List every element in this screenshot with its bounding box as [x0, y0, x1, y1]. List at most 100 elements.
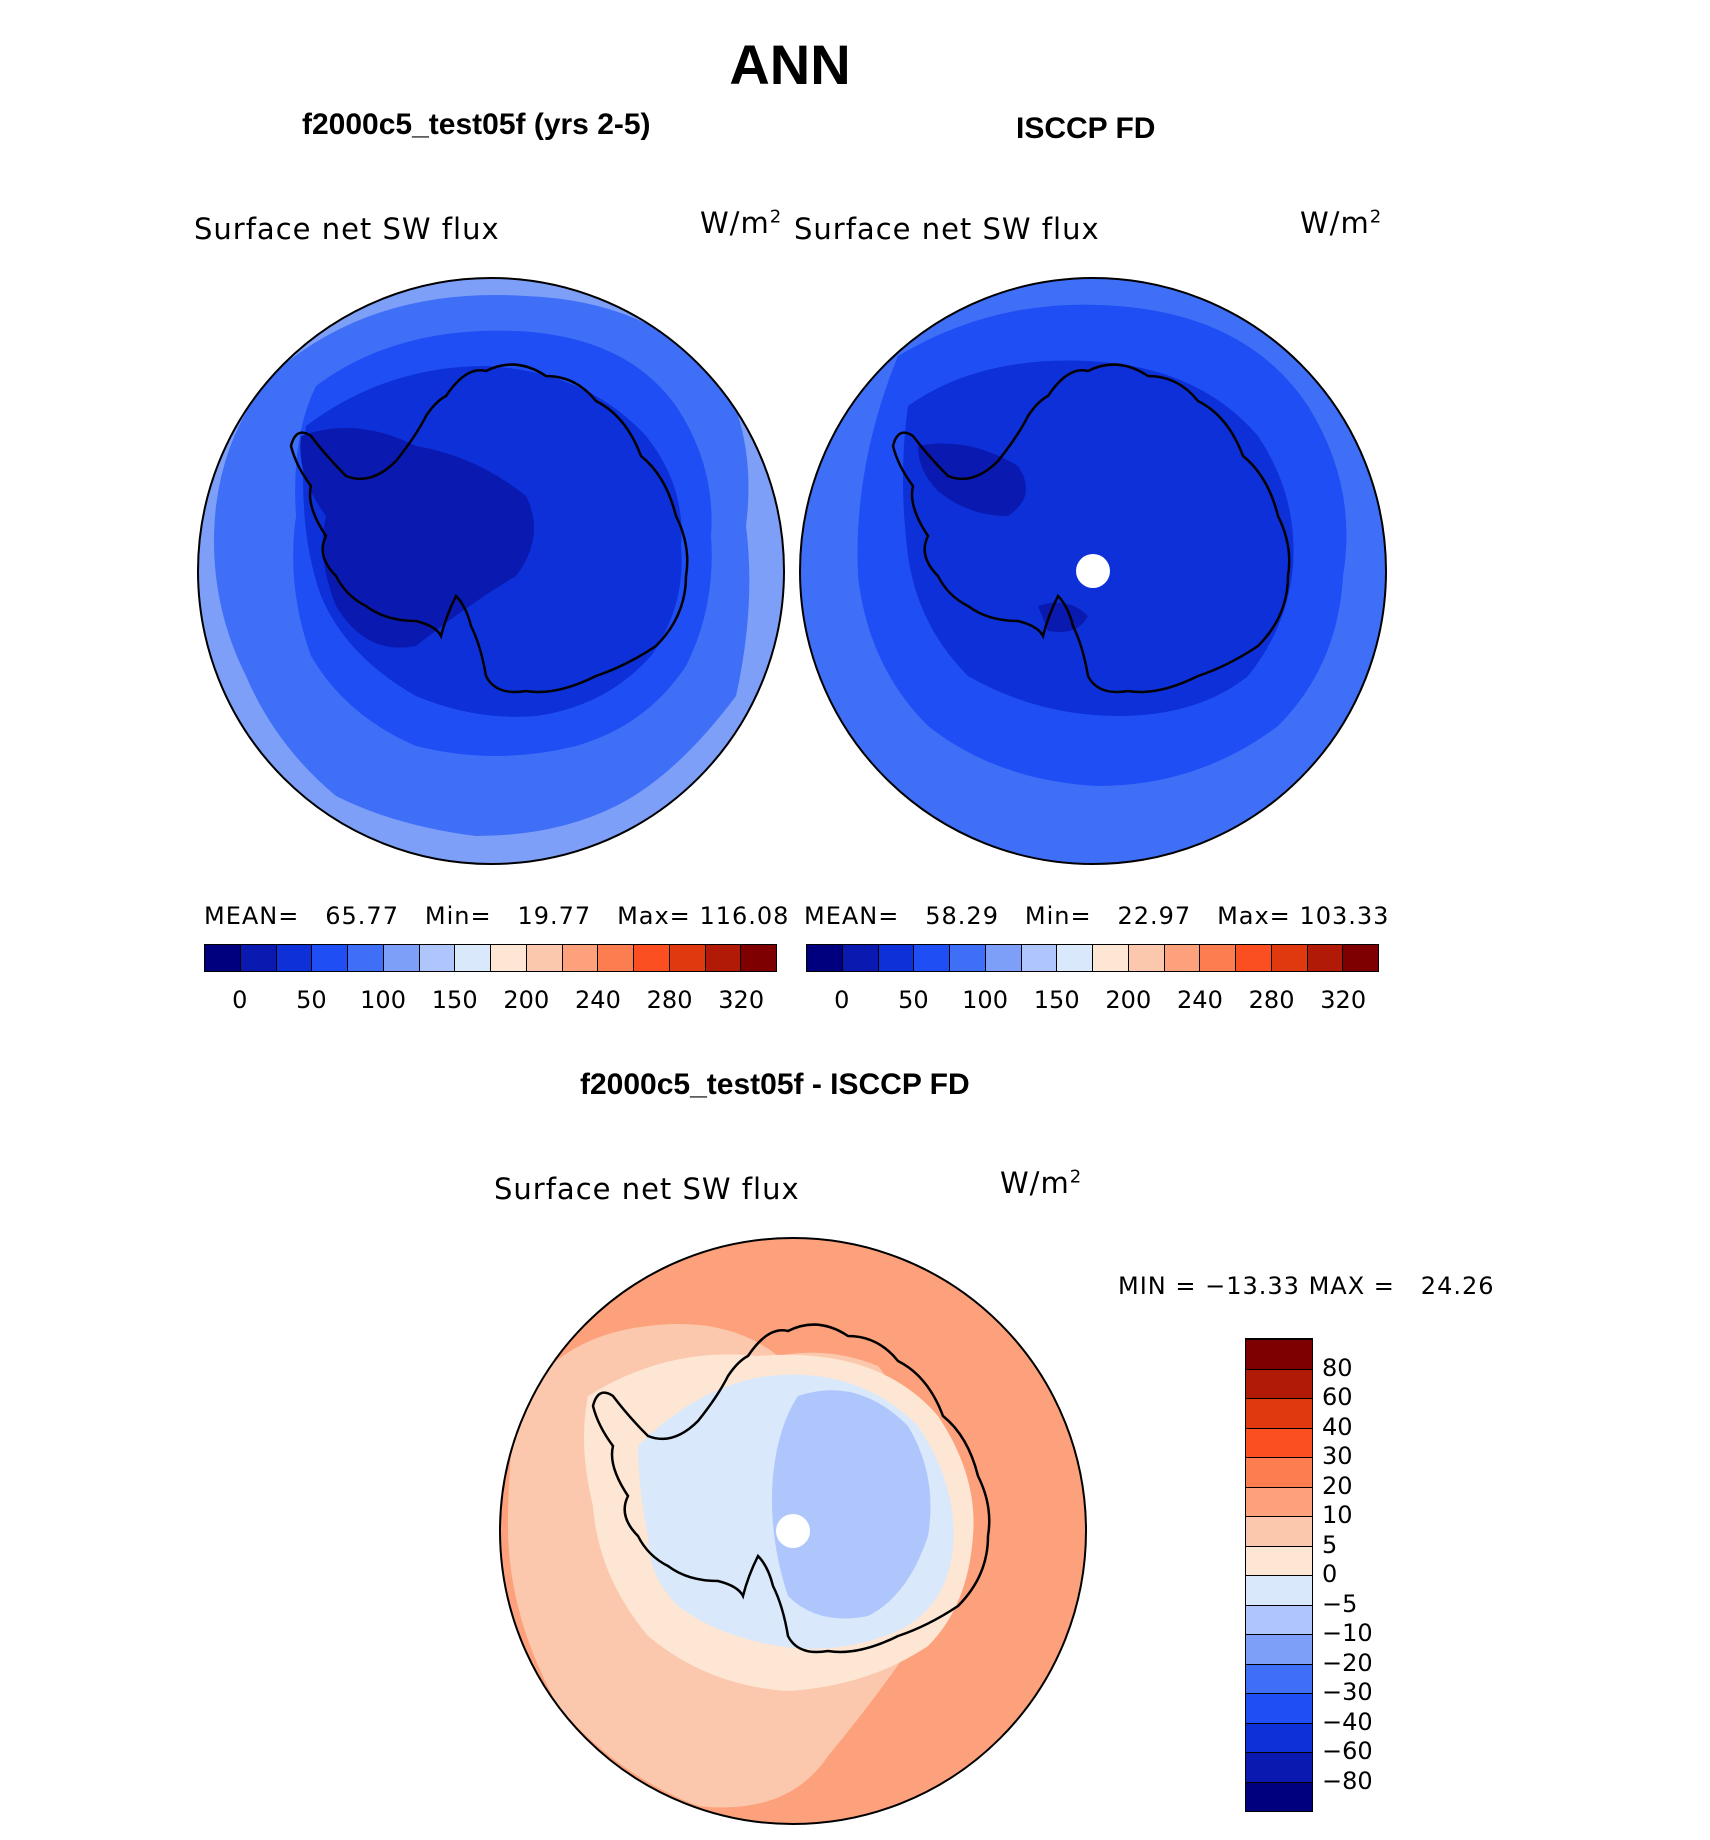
colorbar-tick-label: 60: [1322, 1383, 1353, 1411]
stats-diff: MIN = −13.33 MAX = 24.26: [1118, 1272, 1495, 1300]
colorbar-diff: [1245, 1338, 1313, 1812]
colorbar-tick-label: 150: [1033, 986, 1080, 1014]
colorbar-tick-label: 40: [1322, 1412, 1353, 1441]
colorbar-swatch: [240, 945, 277, 971]
min-label: Min=: [1024, 902, 1092, 930]
mean-label: MEAN=: [204, 902, 300, 930]
colorbar-swatch: [491, 945, 527, 971]
colorbar-swatch: [914, 945, 950, 971]
units-label-model: W/m2: [700, 206, 782, 240]
colorbar-tick-label: 100: [360, 986, 406, 1014]
colorbar-swatch: [1246, 1516, 1312, 1546]
colorbar-tick-label: 0: [232, 986, 248, 1014]
variable-label-model: Surface net SW flux: [194, 212, 500, 246]
colorbar-swatch: [1271, 945, 1308, 971]
continent-outline: [289, 363, 689, 694]
colorbar-obs: [806, 944, 1379, 972]
colorbar-swatch: [842, 945, 879, 971]
pole-gap: [1076, 554, 1110, 588]
colorbar-swatch: [562, 945, 599, 971]
colorbar-swatch: [1246, 1604, 1312, 1634]
colorbar-tick-label: 50: [898, 986, 929, 1014]
region-east-plateau: [772, 1390, 931, 1619]
colorbar-swatch: [1246, 1427, 1312, 1457]
colorbar-swatch: [598, 945, 634, 971]
max-label: Max=: [617, 902, 691, 930]
colorbar-tick-label: −10: [1322, 1619, 1373, 1647]
min-value: −13.33: [1205, 1272, 1300, 1300]
colorbar-swatch: [1246, 1781, 1312, 1811]
colorbar-tick-label: 320: [718, 986, 765, 1014]
colorbar-swatch: [741, 945, 776, 971]
colorbar-swatch: [669, 945, 706, 971]
max-value: 24.26: [1420, 1272, 1495, 1300]
colorbar-tick-label: 320: [1320, 986, 1367, 1014]
colorbar-swatch: [1057, 945, 1093, 971]
colorbar-swatch: [1246, 1339, 1312, 1369]
colorbar-swatch: [1246, 1634, 1312, 1664]
colorbar-swatch: [1246, 1752, 1312, 1782]
colorbar-swatch: [705, 945, 742, 971]
colorbar-swatch: [1246, 1663, 1312, 1693]
colorbar-swatch: [634, 945, 670, 971]
colorbar-swatch: [950, 945, 986, 971]
units-text: W/m: [1300, 206, 1370, 240]
units-exponent: 2: [1069, 1166, 1083, 1188]
colorbar-tick-label: 0: [1322, 1560, 1338, 1588]
colorbar-tick-label: −5: [1322, 1589, 1358, 1618]
colorbar-tick-label: 100: [962, 986, 1008, 1014]
colorbar-tick-label: 20: [1322, 1471, 1353, 1500]
mean-label: MEAN=: [804, 902, 900, 930]
colorbar-swatch: [1164, 945, 1201, 971]
colorbar-tick-label: 240: [1177, 986, 1223, 1014]
colorbar-swatch: [205, 945, 241, 971]
min-value: 19.77: [517, 902, 592, 930]
panel-title-obs: ISCCP FD: [1016, 112, 1156, 145]
colorbar-tick-label: 80: [1322, 1353, 1353, 1382]
colorbar-swatch: [1093, 945, 1129, 971]
colorbar-tick-label: −40: [1322, 1707, 1373, 1736]
colorbar-swatch: [878, 945, 915, 971]
region-west-antarctica: [918, 443, 1088, 632]
colorbar-tick-label: 200: [503, 986, 550, 1014]
units-text: W/m: [700, 206, 770, 240]
mean-value: 58.29: [925, 902, 999, 930]
pole-gap: [776, 1514, 810, 1548]
colorbar-swatch: [807, 945, 843, 971]
colorbar-tick-label: 280: [1248, 986, 1295, 1014]
max-label: Max=: [1217, 902, 1291, 930]
stats-model: MEAN= 65.77 Min= 19.77 Max= 116.08: [204, 902, 789, 930]
colorbar-swatch: [312, 945, 348, 971]
colorbar-swatch: [1246, 1457, 1312, 1487]
max-label: MAX =: [1308, 1272, 1395, 1300]
colorbar-tick-label: 30: [1322, 1442, 1353, 1470]
units-text: W/m: [1000, 1166, 1070, 1200]
colorbar-tick-label: 200: [1105, 986, 1152, 1014]
colorbar-swatch: [1246, 1575, 1312, 1605]
colorbar-swatch: [1128, 945, 1165, 971]
units-label-diff: W/m2: [1000, 1166, 1082, 1200]
colorbar-tick-label: 240: [575, 986, 621, 1014]
colorbar-tick-label: 0: [834, 986, 850, 1014]
panel-title-diff: f2000c5_test05f - ISCCP FD: [580, 1068, 970, 1101]
mean-value: 65.77: [325, 902, 399, 930]
continent-outline: [891, 363, 1291, 694]
colorbar-swatch: [1021, 945, 1058, 971]
colorbar-tick-label: −60: [1322, 1737, 1373, 1765]
colorbar-swatch: [1246, 1693, 1312, 1723]
colorbar-swatch: [1246, 1722, 1312, 1752]
main-title: ANN: [729, 33, 851, 96]
colorbar-swatch: [1200, 945, 1236, 971]
stats-obs: MEAN= 58.29 Min= 22.97 Max= 103.33: [804, 902, 1389, 930]
colorbar-swatch: [1246, 1398, 1312, 1428]
colorbar-tick-label: 50: [296, 986, 327, 1014]
colorbar-swatch: [419, 945, 456, 971]
panel-title-model: f2000c5_test05f (yrs 2-5): [302, 108, 651, 141]
colorbar-swatch: [383, 945, 420, 971]
polar-map-obs: [799, 277, 1387, 865]
colorbar-swatch: [1246, 1545, 1312, 1575]
colorbar-swatch: [276, 945, 313, 971]
region-continent: [903, 360, 1294, 716]
colorbar-tick-label: −80: [1322, 1766, 1373, 1795]
min-value: 22.97: [1117, 902, 1192, 930]
